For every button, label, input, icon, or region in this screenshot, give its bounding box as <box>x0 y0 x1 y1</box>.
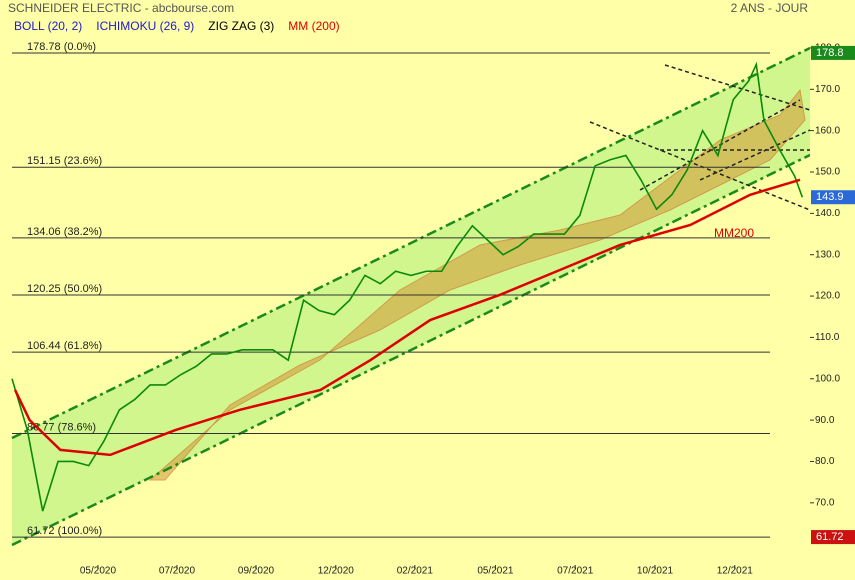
legend-entry: ICHIMOKU (26, 9) <box>96 19 194 33</box>
y-tick-label: 80.0 <box>815 456 835 467</box>
ichimoku-cloud <box>148 88 806 481</box>
fib-label: 86.77 (78.6%) <box>27 421 96 433</box>
chart-title: SCHNEIDER ELECTRIC - abcbourse.com <box>8 1 234 15</box>
price-tag-label: 178.8 <box>816 47 844 59</box>
price-tag <box>811 45 855 60</box>
mm200-annotation: MM200 <box>714 226 754 240</box>
y-tick-label: 100.0 <box>815 373 840 384</box>
x-tick-label: 07/2020 <box>159 566 196 577</box>
channel-upper <box>11 46 811 440</box>
y-tick-label: 140.0 <box>815 208 840 219</box>
legend: BOLL (20, 2) ICHIMOKU (26, 9) ZIG ZAG (3) M… <box>14 19 340 33</box>
y-tick-label: 170.0 <box>815 84 840 95</box>
y-tick-label: 70.0 <box>815 497 835 508</box>
fib-label: 120.25 (50.0%) <box>27 283 102 295</box>
price-line <box>11 61 804 512</box>
chart-subtitle: 2 ANS - JOUR <box>731 1 809 15</box>
mm200-line <box>13 178 801 457</box>
axis-panel <box>810 0 855 580</box>
price-tag <box>811 530 855 545</box>
y-tick-label: 160.0 <box>815 125 840 136</box>
fib-label: 61.72 (100.0%) <box>27 525 102 537</box>
price-tag <box>811 190 855 205</box>
price-tag-label: 143.9 <box>816 191 844 203</box>
x-tick-label: 09/2020 <box>238 566 275 577</box>
x-tick-label: 07/2021 <box>557 566 594 577</box>
y-tick-label: 110.0 <box>815 332 840 343</box>
x-tick-label: 12/2021 <box>717 566 754 577</box>
legend-entry: MM (200) <box>288 19 339 33</box>
legend-entry: ZIG ZAG (3) <box>208 19 274 33</box>
x-tick-label: 02/2021 <box>397 566 434 577</box>
y-tick-label: 150.0 <box>815 167 840 178</box>
channel-lower <box>11 153 811 547</box>
x-tick-label: 05/2020 <box>80 566 117 577</box>
fib-label: 134.06 (38.2%) <box>27 226 102 238</box>
fib-label: 151.15 (23.6%) <box>27 155 102 167</box>
y-tick-label: 120.0 <box>815 291 840 302</box>
fib-label: 106.44 (61.8%) <box>27 340 102 352</box>
y-tick-label: 90.0 <box>815 415 835 426</box>
legend-entry: BOLL (20, 2) <box>14 19 82 33</box>
price-tag-label: 61.72 <box>816 531 844 543</box>
x-tick-label: 05/2021 <box>477 566 514 577</box>
x-tick-label: 12/2020 <box>318 566 355 577</box>
y-tick-label: 130.0 <box>815 249 840 260</box>
x-tick-label: 10/2021 <box>637 566 674 577</box>
fib-label: 178.78 (0.0%) <box>27 41 96 53</box>
